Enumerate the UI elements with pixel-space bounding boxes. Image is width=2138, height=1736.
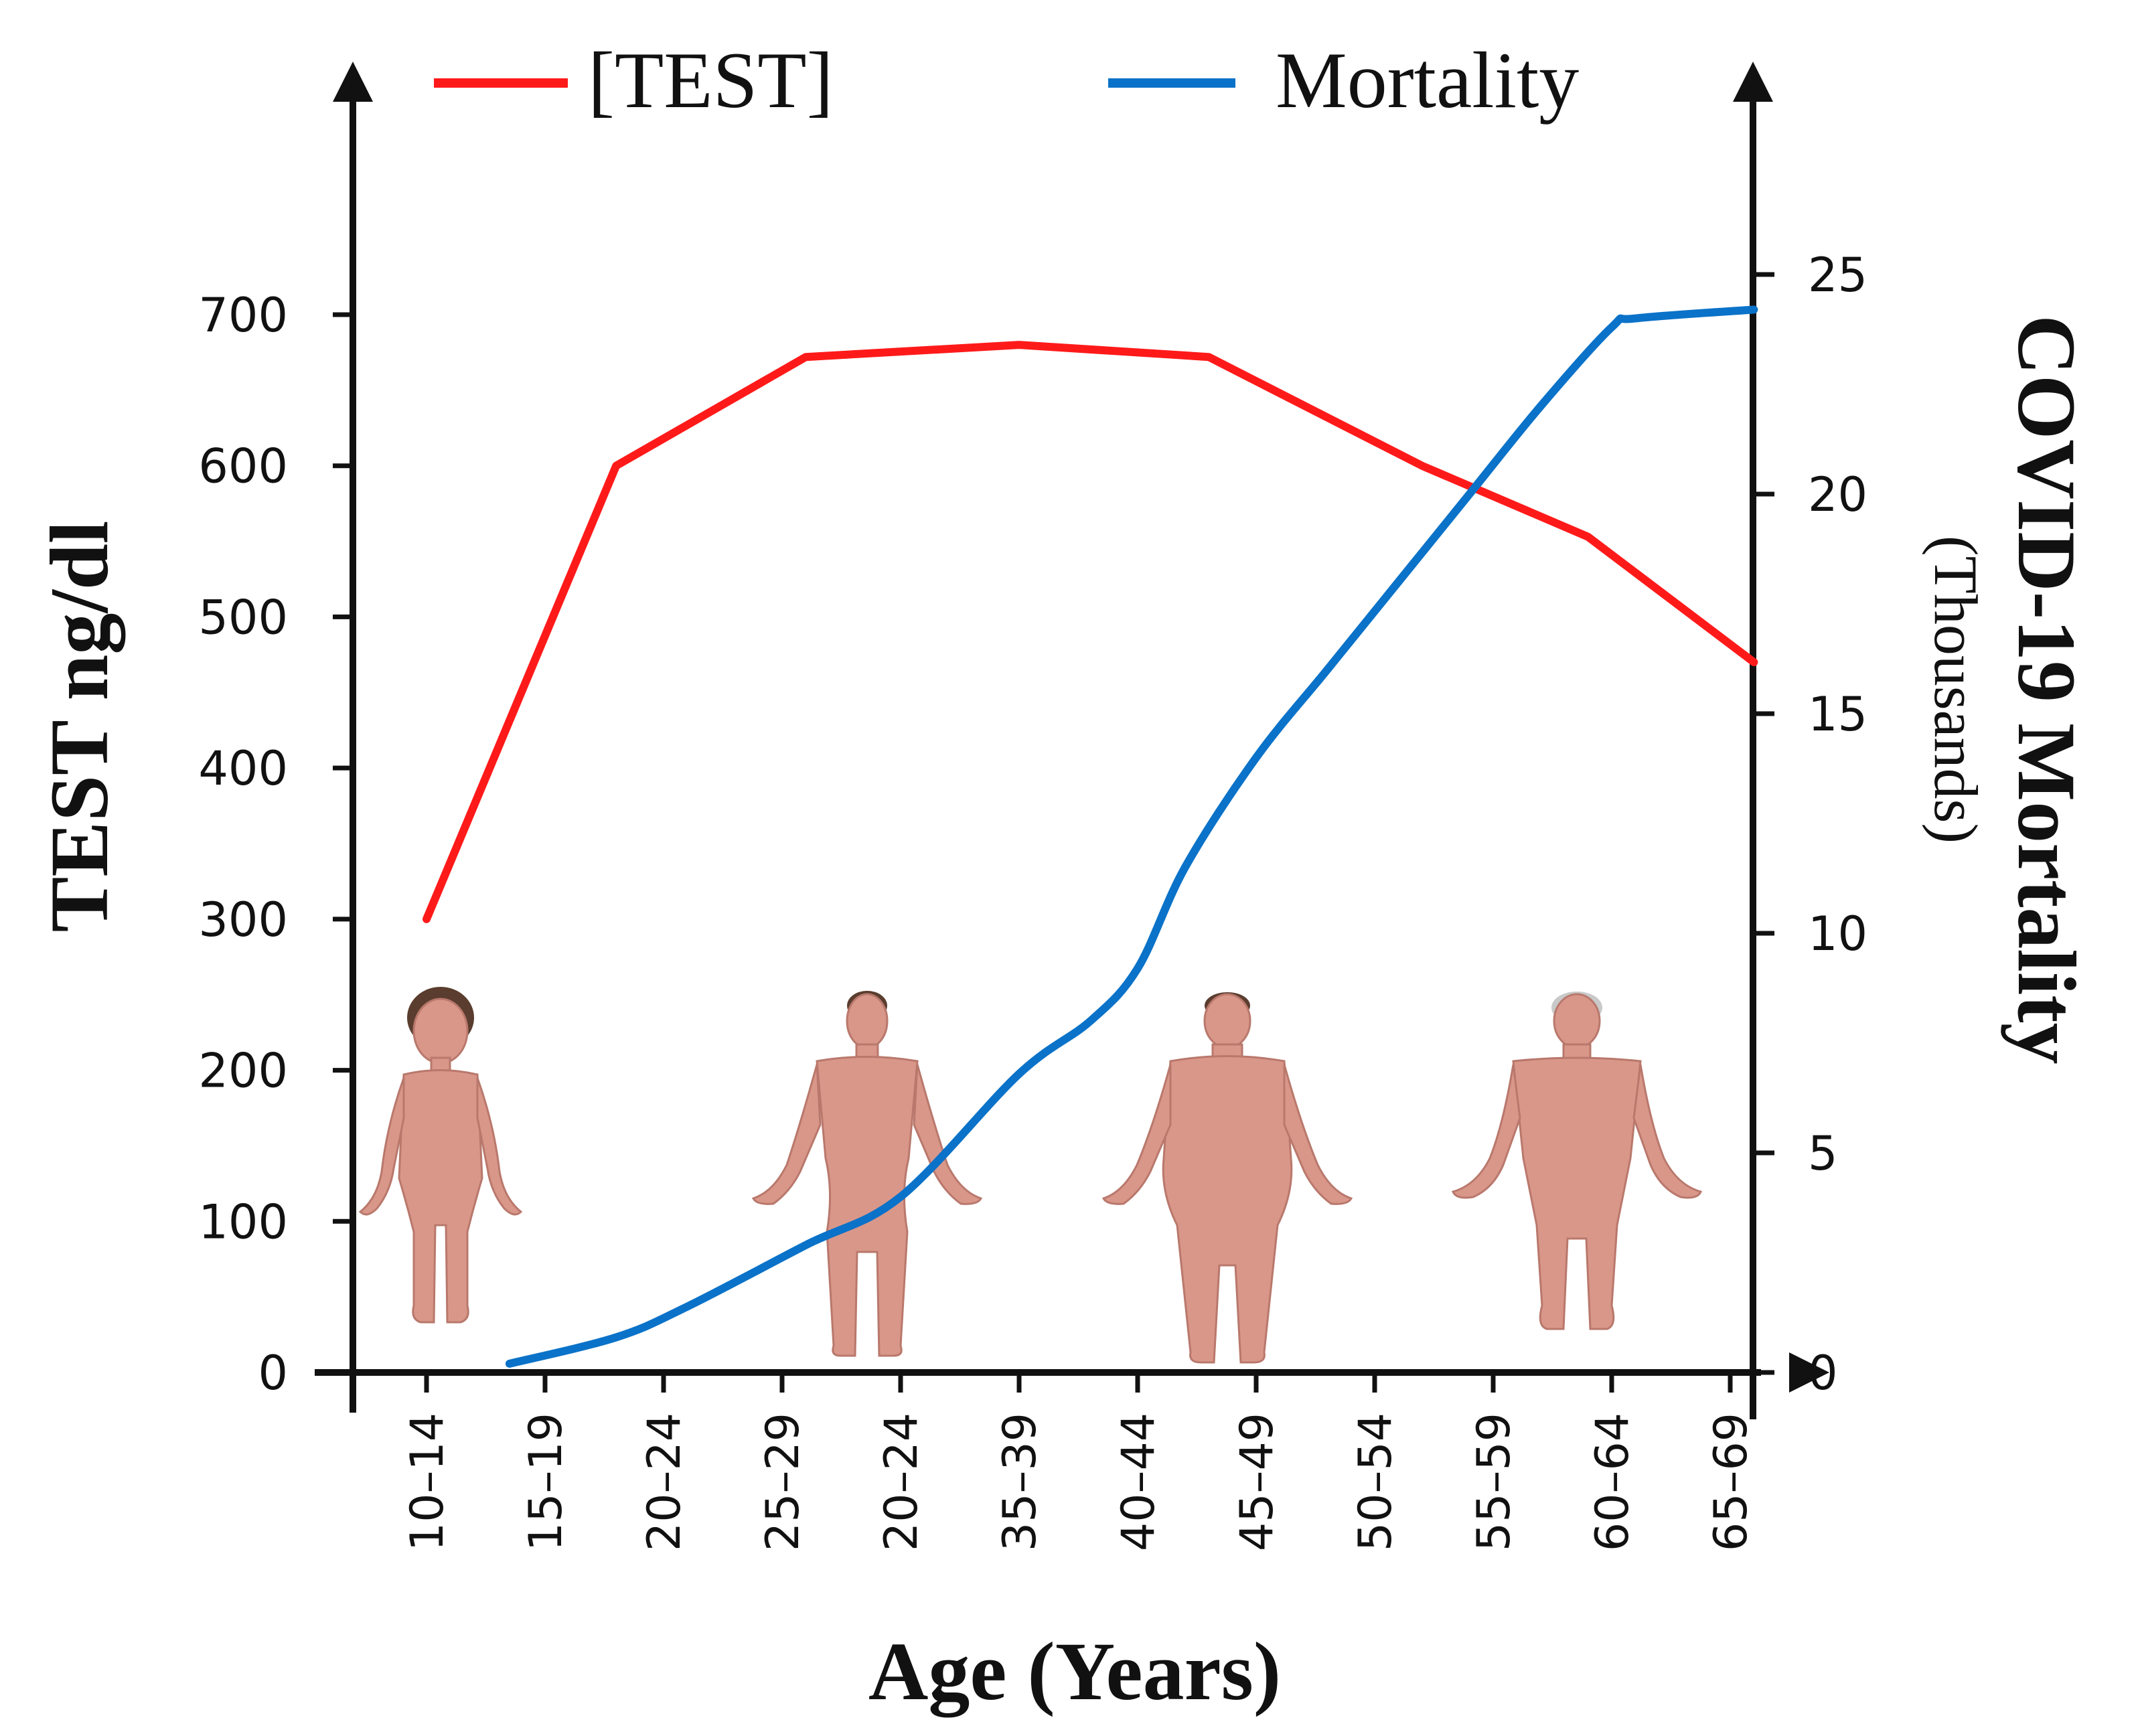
x-tick-label: 40–44 [1112, 1413, 1165, 1551]
left-y-tick-label: 200 [198, 1044, 288, 1099]
x-tick-label: 45–49 [1231, 1413, 1284, 1551]
data-point-test [615, 465, 617, 467]
y2-axis-title: COVID-19 Mortality [2001, 315, 2092, 1064]
x-tick-label: 10–14 [401, 1413, 454, 1551]
left-y-ticks: 0 100 200 300 400 500 600 700 [198, 288, 353, 1401]
left-y-tick-label: 300 [198, 892, 288, 947]
child-figure [358, 987, 523, 1324]
human-figures [358, 987, 1703, 1364]
y-axis-title: TEST ng/dl [33, 521, 126, 933]
right-y-tick-label: 25 [1808, 248, 1867, 303]
data-point-mortality [686, 1306, 688, 1308]
data-point-mortality [1326, 669, 1328, 670]
data-point-mortality [1634, 318, 1636, 319]
data-point-mortality [615, 1337, 617, 1338]
left-y-tick-label: 700 [198, 288, 288, 343]
left-y-tick-label: 100 [198, 1194, 288, 1249]
right-y-ticks: 0 5 10 15 20 25 [1753, 248, 1867, 1401]
left-y-axis-arrow [333, 62, 373, 102]
left-y-tick-label: 0 [258, 1346, 288, 1401]
x-tick-label: 65–69 [1705, 1413, 1758, 1551]
right-y-tick-label: 0 [1808, 1346, 1838, 1401]
right-y-tick-label: 15 [1808, 687, 1867, 742]
series-line-test [423, 341, 1758, 923]
legend-label-mortality: Mortality [1276, 35, 1579, 125]
x-tick-label: 15–19 [520, 1413, 572, 1551]
data-point-mortality [1089, 1020, 1091, 1022]
x-tick-label: 20–24 [638, 1413, 691, 1551]
y2-axis-subtitle: (Thousands) [1922, 536, 1990, 844]
x-ticks: 10–14 15–19 20–24 25–29 20–24 35–39 40–44 45–49… [401, 1372, 1758, 1551]
young-adult-figure [751, 991, 983, 1357]
series-layer [423, 305, 1758, 1368]
x-axis-arrow [1789, 1352, 1829, 1393]
data-point-mortality [1018, 1073, 1020, 1075]
x-axis-title: Age (Years) [868, 1626, 1281, 1718]
x-tick-label: 35–39 [994, 1413, 1047, 1551]
left-y-tick-label: 500 [198, 590, 288, 645]
right-y-tick-label: 5 [1808, 1126, 1838, 1181]
left-y-tick-label: 600 [198, 439, 288, 494]
left-y-tick-label: 400 [198, 741, 288, 796]
data-point-mortality [1469, 493, 1470, 495]
x-tick-label: 25–29 [757, 1413, 810, 1551]
data-point-mortality [509, 1363, 510, 1364]
legend-label-test: [TEST] [588, 35, 834, 125]
middle-aged-figure [1101, 992, 1353, 1364]
right-y-axis-arrow [1733, 62, 1773, 102]
legend: [TEST] Mortality [434, 35, 1579, 125]
data-point-mortality [1255, 757, 1257, 759]
x-tick-label: 55–59 [1468, 1413, 1521, 1551]
x-tick-label: 20–24 [875, 1413, 928, 1551]
axes [315, 62, 1829, 1419]
right-y-tick-label: 20 [1808, 467, 1867, 522]
right-y-tick-label: 10 [1808, 906, 1867, 961]
x-tick-label: 60–64 [1586, 1413, 1639, 1551]
x-tick-label: 50–54 [1349, 1413, 1402, 1551]
elderly-figure [1451, 992, 1703, 1330]
